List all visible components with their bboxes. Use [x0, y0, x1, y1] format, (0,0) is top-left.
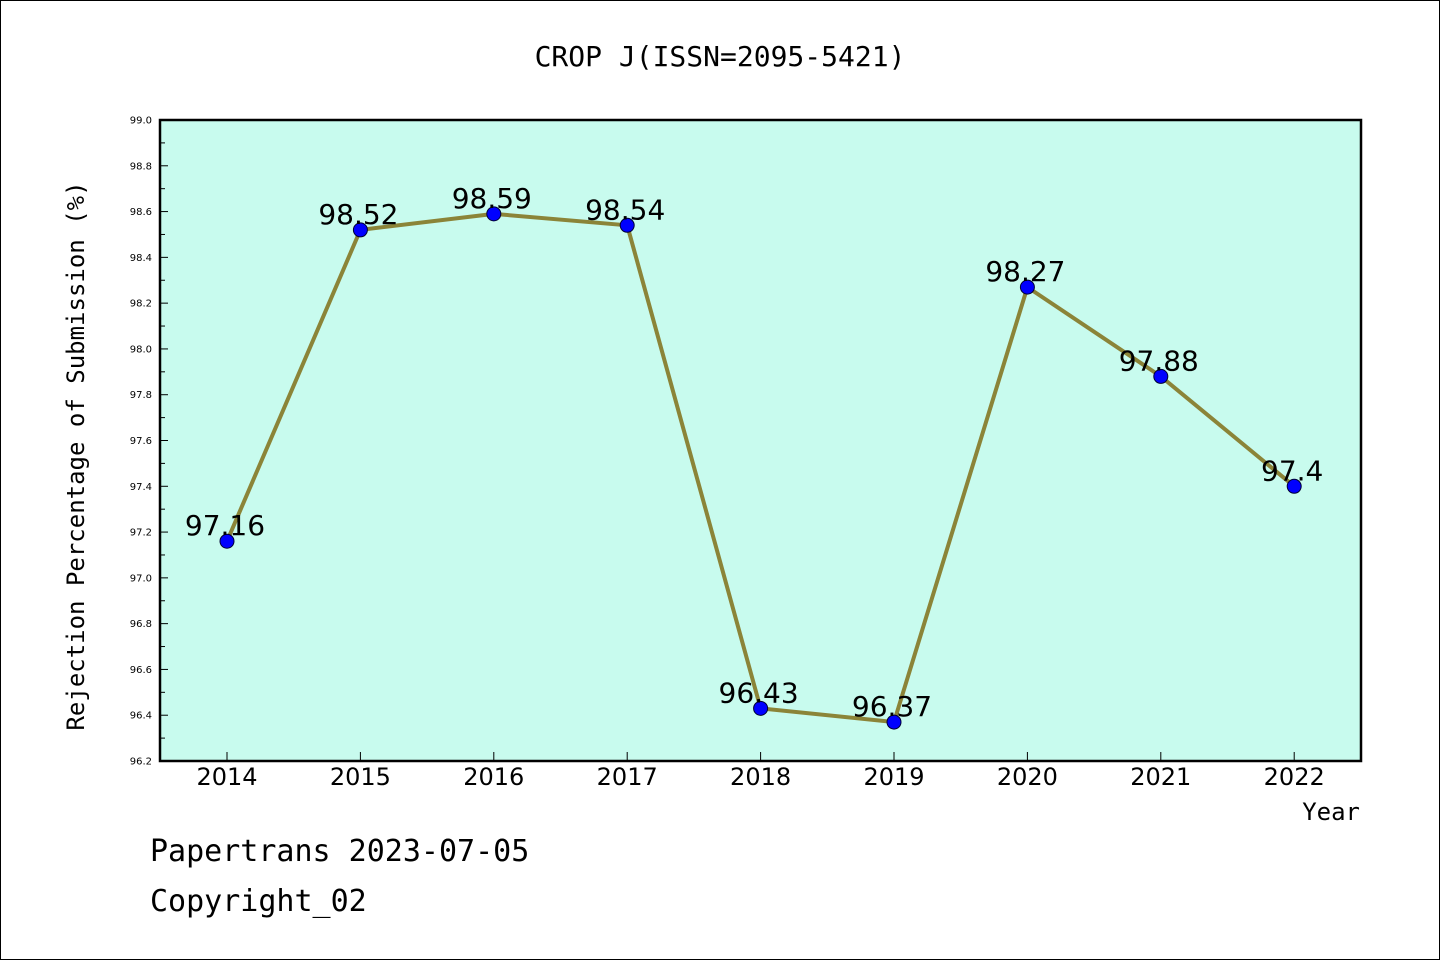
data-point [619, 217, 635, 233]
footer-copyright: Copyright_02 [150, 884, 367, 919]
y-tick-label: 96.8 [130, 619, 152, 630]
data-label: 98.54 [585, 193, 665, 226]
x-tick-label: 2018 [730, 763, 791, 791]
data-label: 97.88 [1119, 344, 1199, 377]
footer-date: Papertrans 2023-07-05 [150, 834, 530, 869]
y-tick-label: 96.6 [130, 665, 152, 676]
data-label: 98.27 [985, 255, 1065, 288]
data-point [753, 700, 769, 716]
y-tick-label: 97.2 [130, 528, 152, 539]
chart-title: CROP J(ISSN=2095-5421) [535, 40, 906, 73]
data-label: 98.52 [318, 198, 398, 231]
y-tick-label: 97.8 [130, 390, 152, 401]
x-tick-label: 2022 [1264, 763, 1325, 791]
x-axis-ticks: 2014 2015 2016 2017 2018 2019 2020 2021 2022 [196, 752, 1325, 791]
data-label: 97.16 [185, 509, 265, 542]
data-point [1153, 368, 1169, 384]
y-axis-ticks: 96.2 96.4 96.6 96.8 97.0 97.2 97.4 97.6 97.8 98.0… [130, 116, 168, 768]
data-label: 96.37 [852, 690, 932, 723]
y-tick-label: 96.4 [130, 711, 152, 722]
y-tick-label: 98.4 [130, 253, 152, 264]
y-tick-label: 97.4 [130, 482, 152, 493]
y-axis-label: Rejection Percentage of Submission (%) [62, 181, 90, 730]
data-label: 97.4 [1261, 454, 1323, 487]
data-point [219, 533, 235, 549]
data-point [1019, 279, 1035, 295]
data-point [886, 714, 902, 730]
y-tick-label: 98.8 [130, 161, 152, 172]
data-label: 98.59 [452, 182, 532, 215]
data-point [352, 222, 368, 238]
y-tick-label: 99.0 [130, 116, 152, 127]
x-tick-label: 2020 [997, 763, 1058, 791]
x-tick-label: 2014 [196, 763, 257, 791]
y-tick-label: 97.6 [130, 436, 152, 447]
data-labels: 97.16 98.52 98.59 98.54 96.43 96.37 98.27 97.88… [185, 182, 1323, 723]
y-tick-label: 98.6 [130, 207, 152, 218]
data-markers [219, 206, 1302, 730]
x-tick-label: 2017 [597, 763, 658, 791]
x-tick-label: 2021 [1130, 763, 1191, 791]
y-tick-label: 96.2 [130, 757, 152, 768]
x-tick-label: 2019 [863, 763, 924, 791]
x-tick-label: 2016 [463, 763, 524, 791]
data-point [1286, 478, 1302, 494]
data-label: 96.43 [719, 676, 799, 709]
y-tick-label: 98.0 [130, 344, 152, 355]
data-point [486, 206, 502, 222]
y-tick-label: 98.2 [130, 299, 152, 310]
x-tick-label: 2015 [330, 763, 391, 791]
x-axis-label: Year [1302, 798, 1360, 826]
y-tick-label: 97.0 [130, 573, 152, 584]
